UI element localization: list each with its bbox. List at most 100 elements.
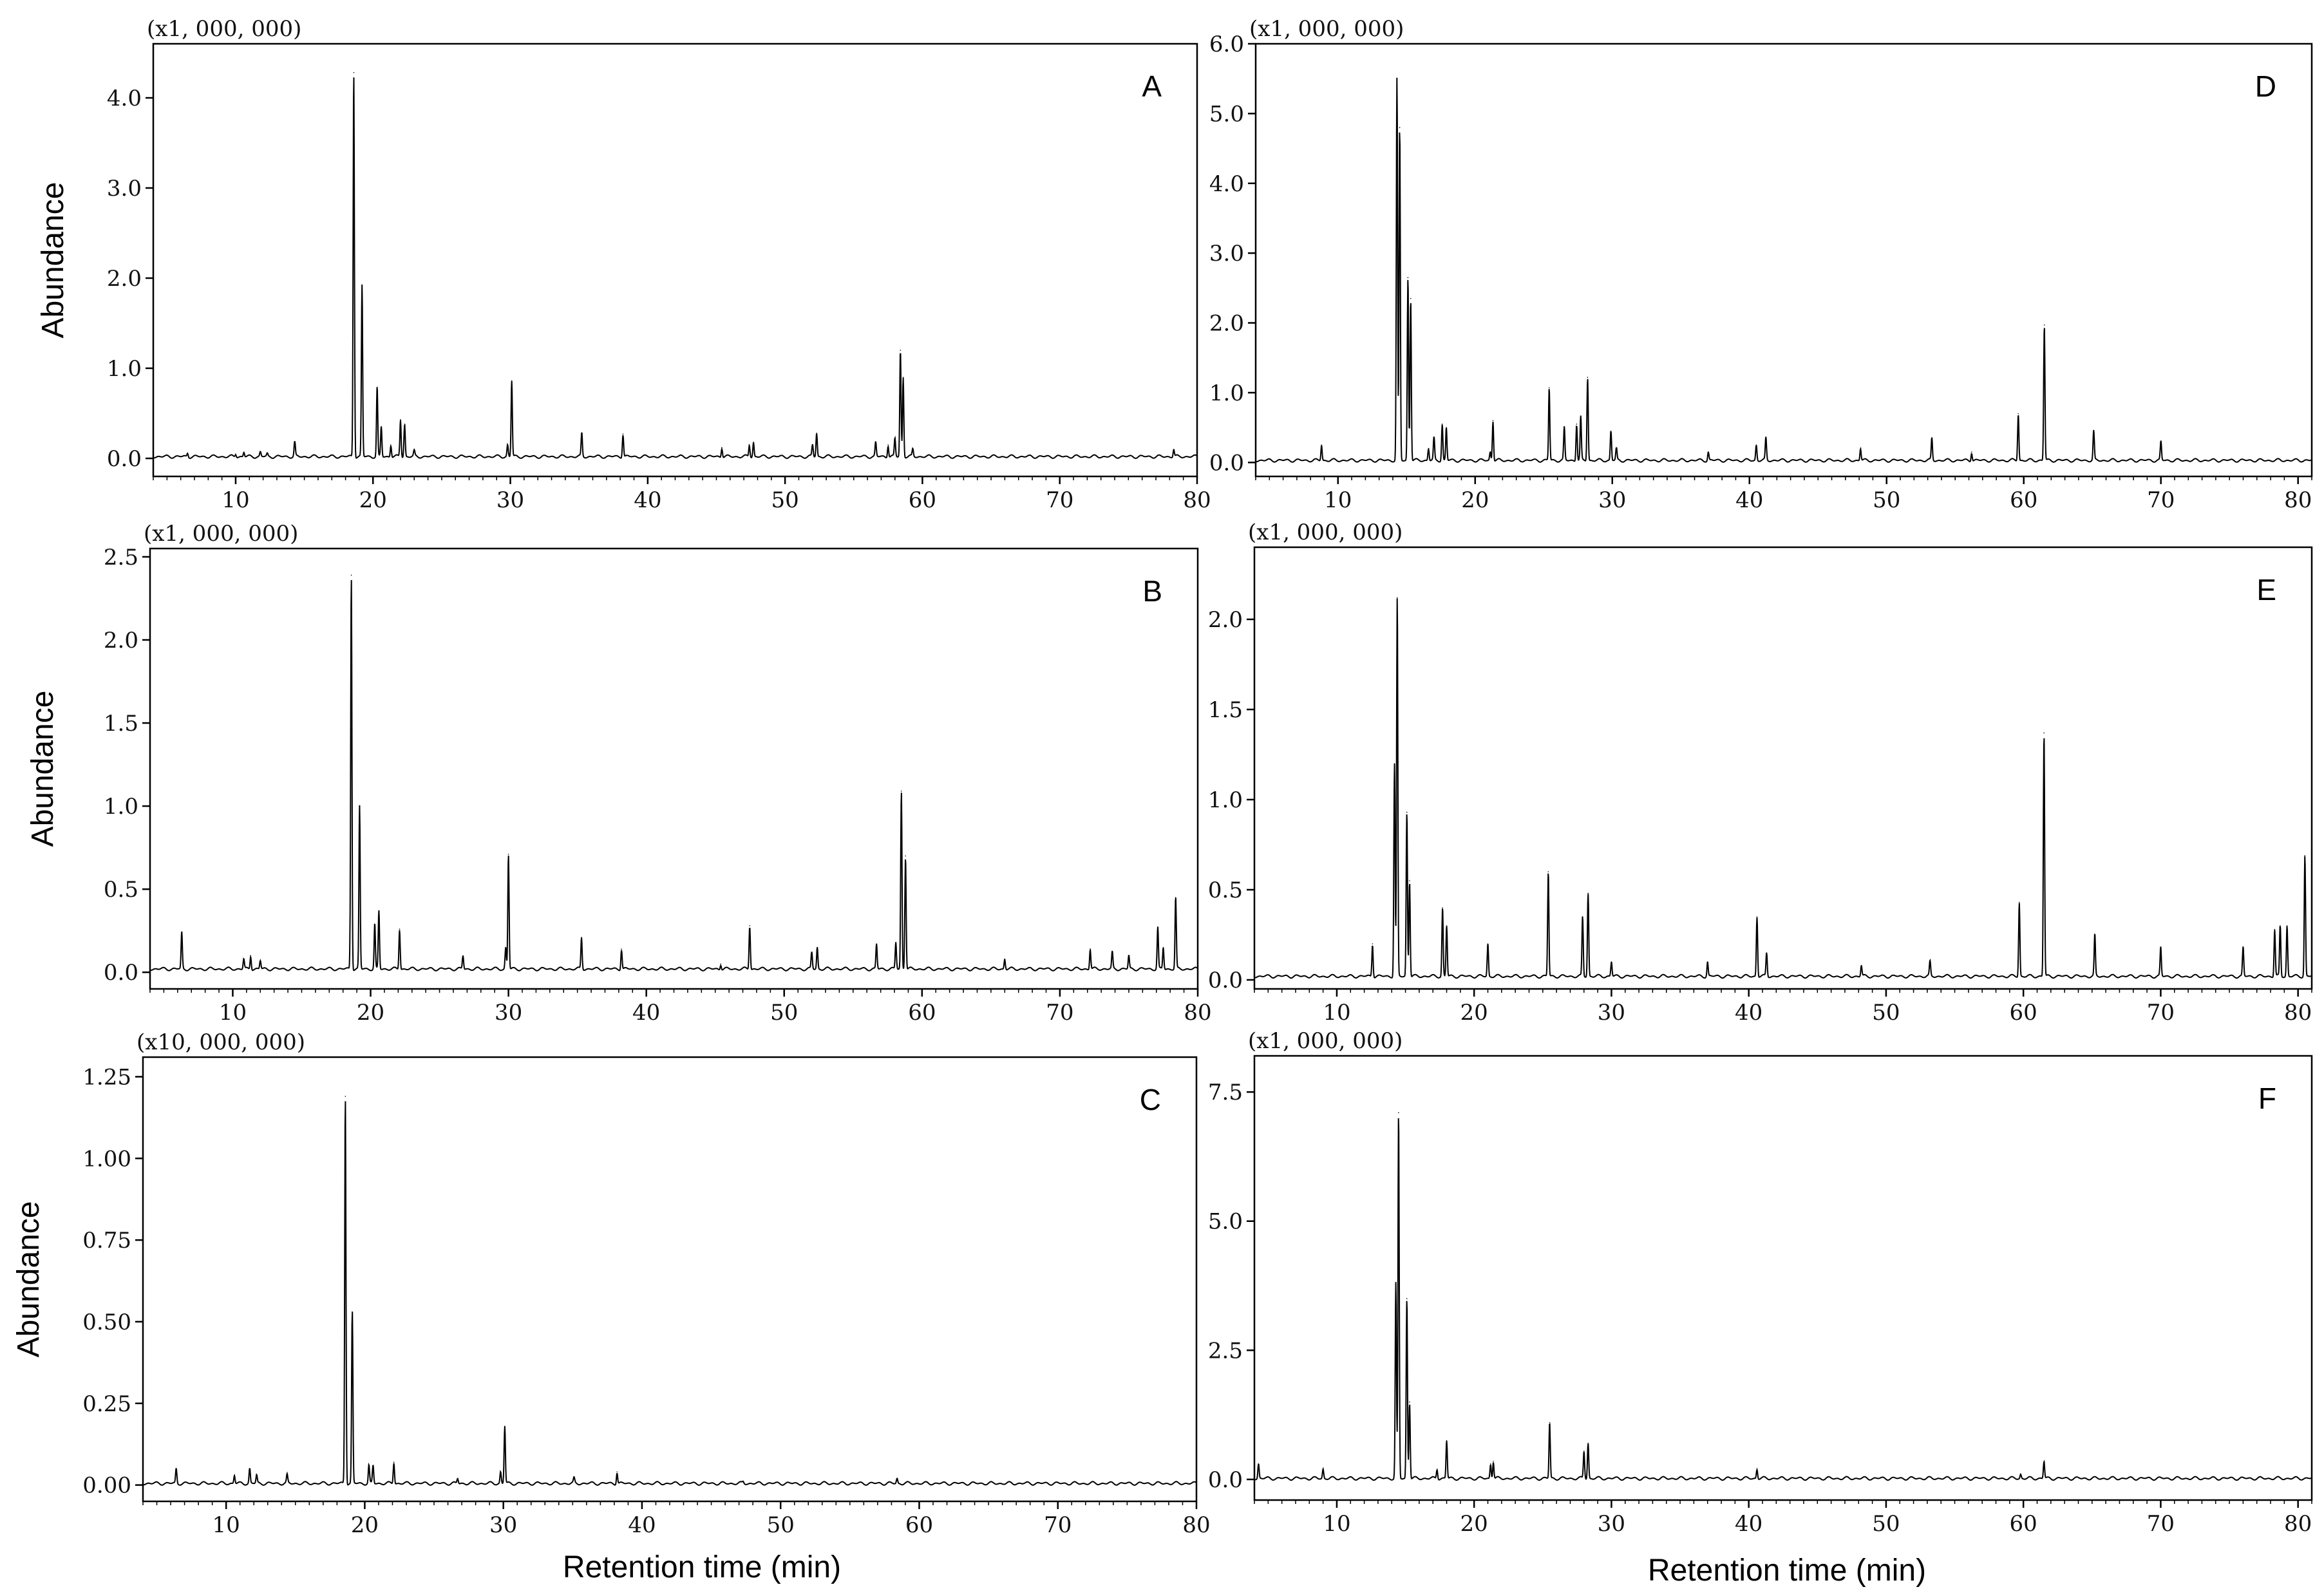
y-tick-label: 4.0 (107, 86, 142, 111)
peak-apex (462, 955, 464, 957)
peak-apex (249, 1468, 250, 1470)
y-multiplier-label: (x1, 000, 000) (1248, 1028, 1403, 1054)
peak-apex (243, 451, 245, 453)
peak-apex (1409, 1401, 1410, 1403)
x-tick-label: 60 (2010, 487, 2037, 513)
chromatogram-trace (1256, 77, 2312, 463)
y-multiplier-label: (x10, 000, 000) (137, 1029, 305, 1055)
x-tick-label: 50 (1873, 487, 1900, 513)
y-tick-label: 2.0 (1209, 311, 1244, 337)
chart-panel-d: 10 20 30 40 50 60 70 80 0.0 1.0 2.0 3.0 4.0 5.0 6.0(x1… (1209, 16, 2313, 513)
y-tick-label: 1.25 (82, 1064, 131, 1090)
chart-panel-b: 10 20 30 40 50 60 70 80 0.0 0.5 1.0 1.5 2.0 2.5(x1, 0… (26, 521, 1212, 1026)
y-tick-label: 2.0 (107, 266, 142, 292)
peak-apex (2242, 946, 2244, 948)
y-tick-label: 0.0 (1208, 968, 1243, 993)
x-tick-label: 60 (905, 1512, 933, 1538)
peak-apex (1616, 447, 1617, 449)
peak-apex (1446, 925, 1448, 926)
peak-apex (876, 943, 877, 945)
peak-apex (260, 451, 261, 453)
peak-apex (187, 452, 189, 454)
peak-apex (372, 1465, 374, 1466)
peak-apex (1706, 961, 1708, 962)
peak-apex (2019, 901, 2020, 903)
peak-apex (2043, 732, 2045, 734)
peak-apex (376, 386, 378, 388)
peak-apex (1258, 1463, 1260, 1465)
peak-apex (1931, 437, 1932, 439)
peak-apex (900, 350, 902, 351)
peak-apex (1442, 907, 1443, 908)
peak-apex (350, 574, 352, 576)
x-tick-label: 80 (2284, 1511, 2312, 1537)
x-tick-label: 10 (1323, 1511, 1350, 1537)
peak-apex (1587, 892, 1589, 894)
y-tick-label: 0.0 (107, 446, 142, 472)
plot-frame (1254, 42, 2313, 478)
peak-apex (1446, 427, 1447, 428)
peak-apex (816, 433, 817, 434)
chart-panel-e: 10 20 30 40 50 60 70 80 0.0 0.5 1.0 1.5 2.0 (x1, 000,… (1208, 520, 2313, 1026)
peak-apex (753, 442, 754, 443)
peak-apex (894, 438, 896, 439)
peak-apex (1860, 964, 1862, 966)
x-tick-label: 70 (2147, 487, 2175, 513)
y-tick-label: 1.0 (1208, 787, 1243, 813)
peak-apex (1409, 880, 1410, 881)
y-axis-title: Abundance (12, 1201, 46, 1358)
peak-apex (361, 285, 363, 286)
peak-apex (1441, 423, 1443, 425)
peak-apex (1428, 447, 1430, 449)
x-tick-label: 20 (1461, 487, 1489, 513)
y-axis-title: Abundance (26, 691, 60, 847)
peak-apex (1929, 961, 1931, 962)
y-tick-label: 5.0 (1208, 1209, 1243, 1235)
y-tick-label: 2.5 (104, 545, 138, 570)
peak-apex (500, 1471, 502, 1473)
peak-apex (378, 910, 380, 912)
peak-apex (1610, 430, 1612, 432)
peak-apex (1399, 127, 1401, 128)
peak-apex (1322, 1469, 1324, 1470)
x-tick-label: 30 (496, 487, 524, 513)
peak-apex (368, 1465, 370, 1466)
peak-apex (1755, 444, 1757, 446)
peak-apex (573, 1478, 575, 1479)
x-tick-label: 70 (1046, 1000, 1073, 1026)
x-tick-label: 20 (1460, 1511, 1488, 1537)
peak-apex (399, 928, 401, 930)
x-tick-label: 10 (219, 1000, 247, 1026)
peak-apex (1547, 871, 1549, 872)
peak-apex (287, 1474, 288, 1476)
peak-apex (742, 1481, 744, 1483)
peak-apex (235, 453, 236, 455)
peak-apex (1111, 952, 1113, 953)
peak-apex (1490, 1463, 1491, 1465)
peak-apex (353, 72, 355, 73)
peak-apex (504, 1425, 505, 1427)
peak-apex (2093, 430, 2095, 432)
peak-apex (381, 426, 382, 427)
peak-apex (1564, 427, 1565, 428)
peak-apex (1393, 763, 1395, 764)
x-tick-label: 10 (1324, 487, 1352, 513)
peak-apex (1492, 420, 1494, 422)
peak-apex (457, 1478, 458, 1479)
peak-apex (581, 433, 583, 434)
y-multiplier-label: (x1, 000, 000) (1249, 16, 1404, 42)
peak-apex (1436, 1469, 1438, 1470)
peak-apex (1493, 1461, 1494, 1462)
peak-apex (1583, 1450, 1585, 1452)
x-tick-label: 60 (909, 487, 936, 513)
peak-apex (1433, 437, 1435, 439)
chart-panel-f: 10 20 30 40 50 60 70 80 0.0 2.5 5.0 7.5 (x1, 000, 00… (1208, 1028, 2313, 1537)
x-tick-label: 50 (1872, 1511, 1900, 1537)
peak-apex (1611, 961, 1612, 962)
peak-apex (267, 453, 268, 455)
x-tick-label: 60 (2010, 1511, 2037, 1537)
peak-apex (1396, 78, 1398, 79)
peak-apex (1407, 277, 1409, 278)
peak-apex (1971, 451, 1972, 453)
x-tick-label: 70 (1046, 487, 1073, 513)
